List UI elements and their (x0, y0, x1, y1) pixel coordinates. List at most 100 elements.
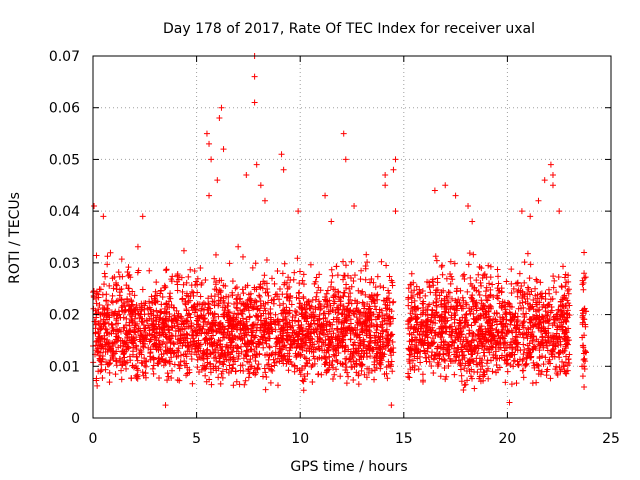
data-point (118, 296, 125, 303)
data-point (272, 321, 279, 328)
data-point (300, 271, 307, 278)
data-point (521, 259, 528, 266)
data-point (202, 301, 209, 308)
data-point (362, 276, 369, 283)
data-point (386, 321, 393, 328)
data-point-outlier (518, 208, 525, 215)
data-point (177, 352, 184, 359)
data-point (146, 298, 153, 305)
data-point (118, 367, 125, 374)
data-point (174, 377, 181, 384)
data-point (104, 253, 111, 260)
data-point (327, 308, 334, 315)
data-point (217, 319, 224, 326)
data-point (273, 335, 280, 342)
data-point (305, 345, 312, 352)
data-point (419, 378, 426, 385)
data-point (249, 264, 256, 271)
x-tick-label: 10 (291, 431, 309, 447)
data-point (427, 289, 434, 296)
data-point (205, 295, 212, 302)
data-point (200, 356, 207, 363)
data-point (163, 309, 170, 316)
data-point-outlier (465, 202, 472, 209)
data-point-outlier (261, 197, 268, 204)
data-point (415, 366, 422, 373)
data-point (520, 319, 527, 326)
data-point (522, 361, 529, 368)
data-point-outlier (390, 166, 397, 173)
data-point (461, 271, 468, 278)
data-point (185, 273, 192, 280)
data-point (185, 342, 192, 349)
data-point (385, 358, 392, 365)
data-point (350, 278, 357, 285)
data-point (189, 288, 196, 295)
data-point (197, 341, 204, 348)
data-point (264, 361, 271, 368)
data-point (116, 286, 123, 293)
data-point (265, 292, 272, 299)
data-point (108, 321, 115, 328)
data-point (128, 297, 135, 304)
data-point (340, 276, 347, 283)
data-point (135, 310, 142, 317)
data-point (356, 309, 363, 316)
data-point-outlier (549, 171, 556, 178)
data-point (170, 340, 177, 347)
data-point (266, 344, 273, 351)
data-point (329, 346, 336, 353)
data-point-outlier (216, 115, 223, 122)
data-point (189, 380, 196, 387)
data-point (134, 243, 141, 250)
data-point (225, 300, 232, 307)
data-point (230, 354, 237, 361)
data-point (147, 336, 154, 343)
data-point (101, 320, 108, 327)
data-point (302, 309, 309, 316)
data-point (537, 279, 544, 286)
data-point (113, 333, 120, 340)
data-point (104, 301, 111, 308)
data-point (138, 359, 145, 366)
data-point (101, 281, 108, 288)
data-point (475, 271, 482, 278)
data-point (269, 350, 276, 357)
data-point (234, 305, 241, 312)
data-point (301, 354, 308, 361)
data-point (235, 243, 242, 250)
data-point (408, 270, 415, 277)
data-point (580, 286, 587, 293)
data-point-outlier (162, 402, 169, 409)
data-point (482, 288, 489, 295)
data-point (520, 310, 527, 317)
data-point (477, 366, 484, 373)
data-point (355, 381, 362, 388)
data-point (107, 357, 114, 364)
data-point (200, 300, 207, 307)
data-point (479, 363, 486, 370)
data-point (315, 298, 322, 305)
data-point (358, 290, 365, 297)
data-point (539, 333, 546, 340)
data-point (99, 291, 106, 298)
axis-ticks: 0 5 10 15 20 25 0 0.01 0.02 0.03 0.04 0.05 0.06 0.07 (49, 49, 620, 447)
data-point (236, 333, 243, 340)
data-point (98, 361, 105, 368)
data-point (204, 330, 211, 337)
data-point (217, 380, 224, 387)
data-point (257, 297, 264, 304)
data-point (329, 376, 336, 383)
data-point (164, 370, 171, 377)
data-point (202, 372, 209, 379)
data-point-outlier (442, 182, 449, 189)
data-point (270, 356, 277, 363)
data-point (339, 360, 346, 367)
data-point (118, 296, 125, 303)
data-point (489, 368, 496, 375)
data-point (109, 292, 116, 299)
data-point (286, 353, 293, 360)
data-point (263, 373, 270, 380)
data-point (134, 269, 141, 276)
